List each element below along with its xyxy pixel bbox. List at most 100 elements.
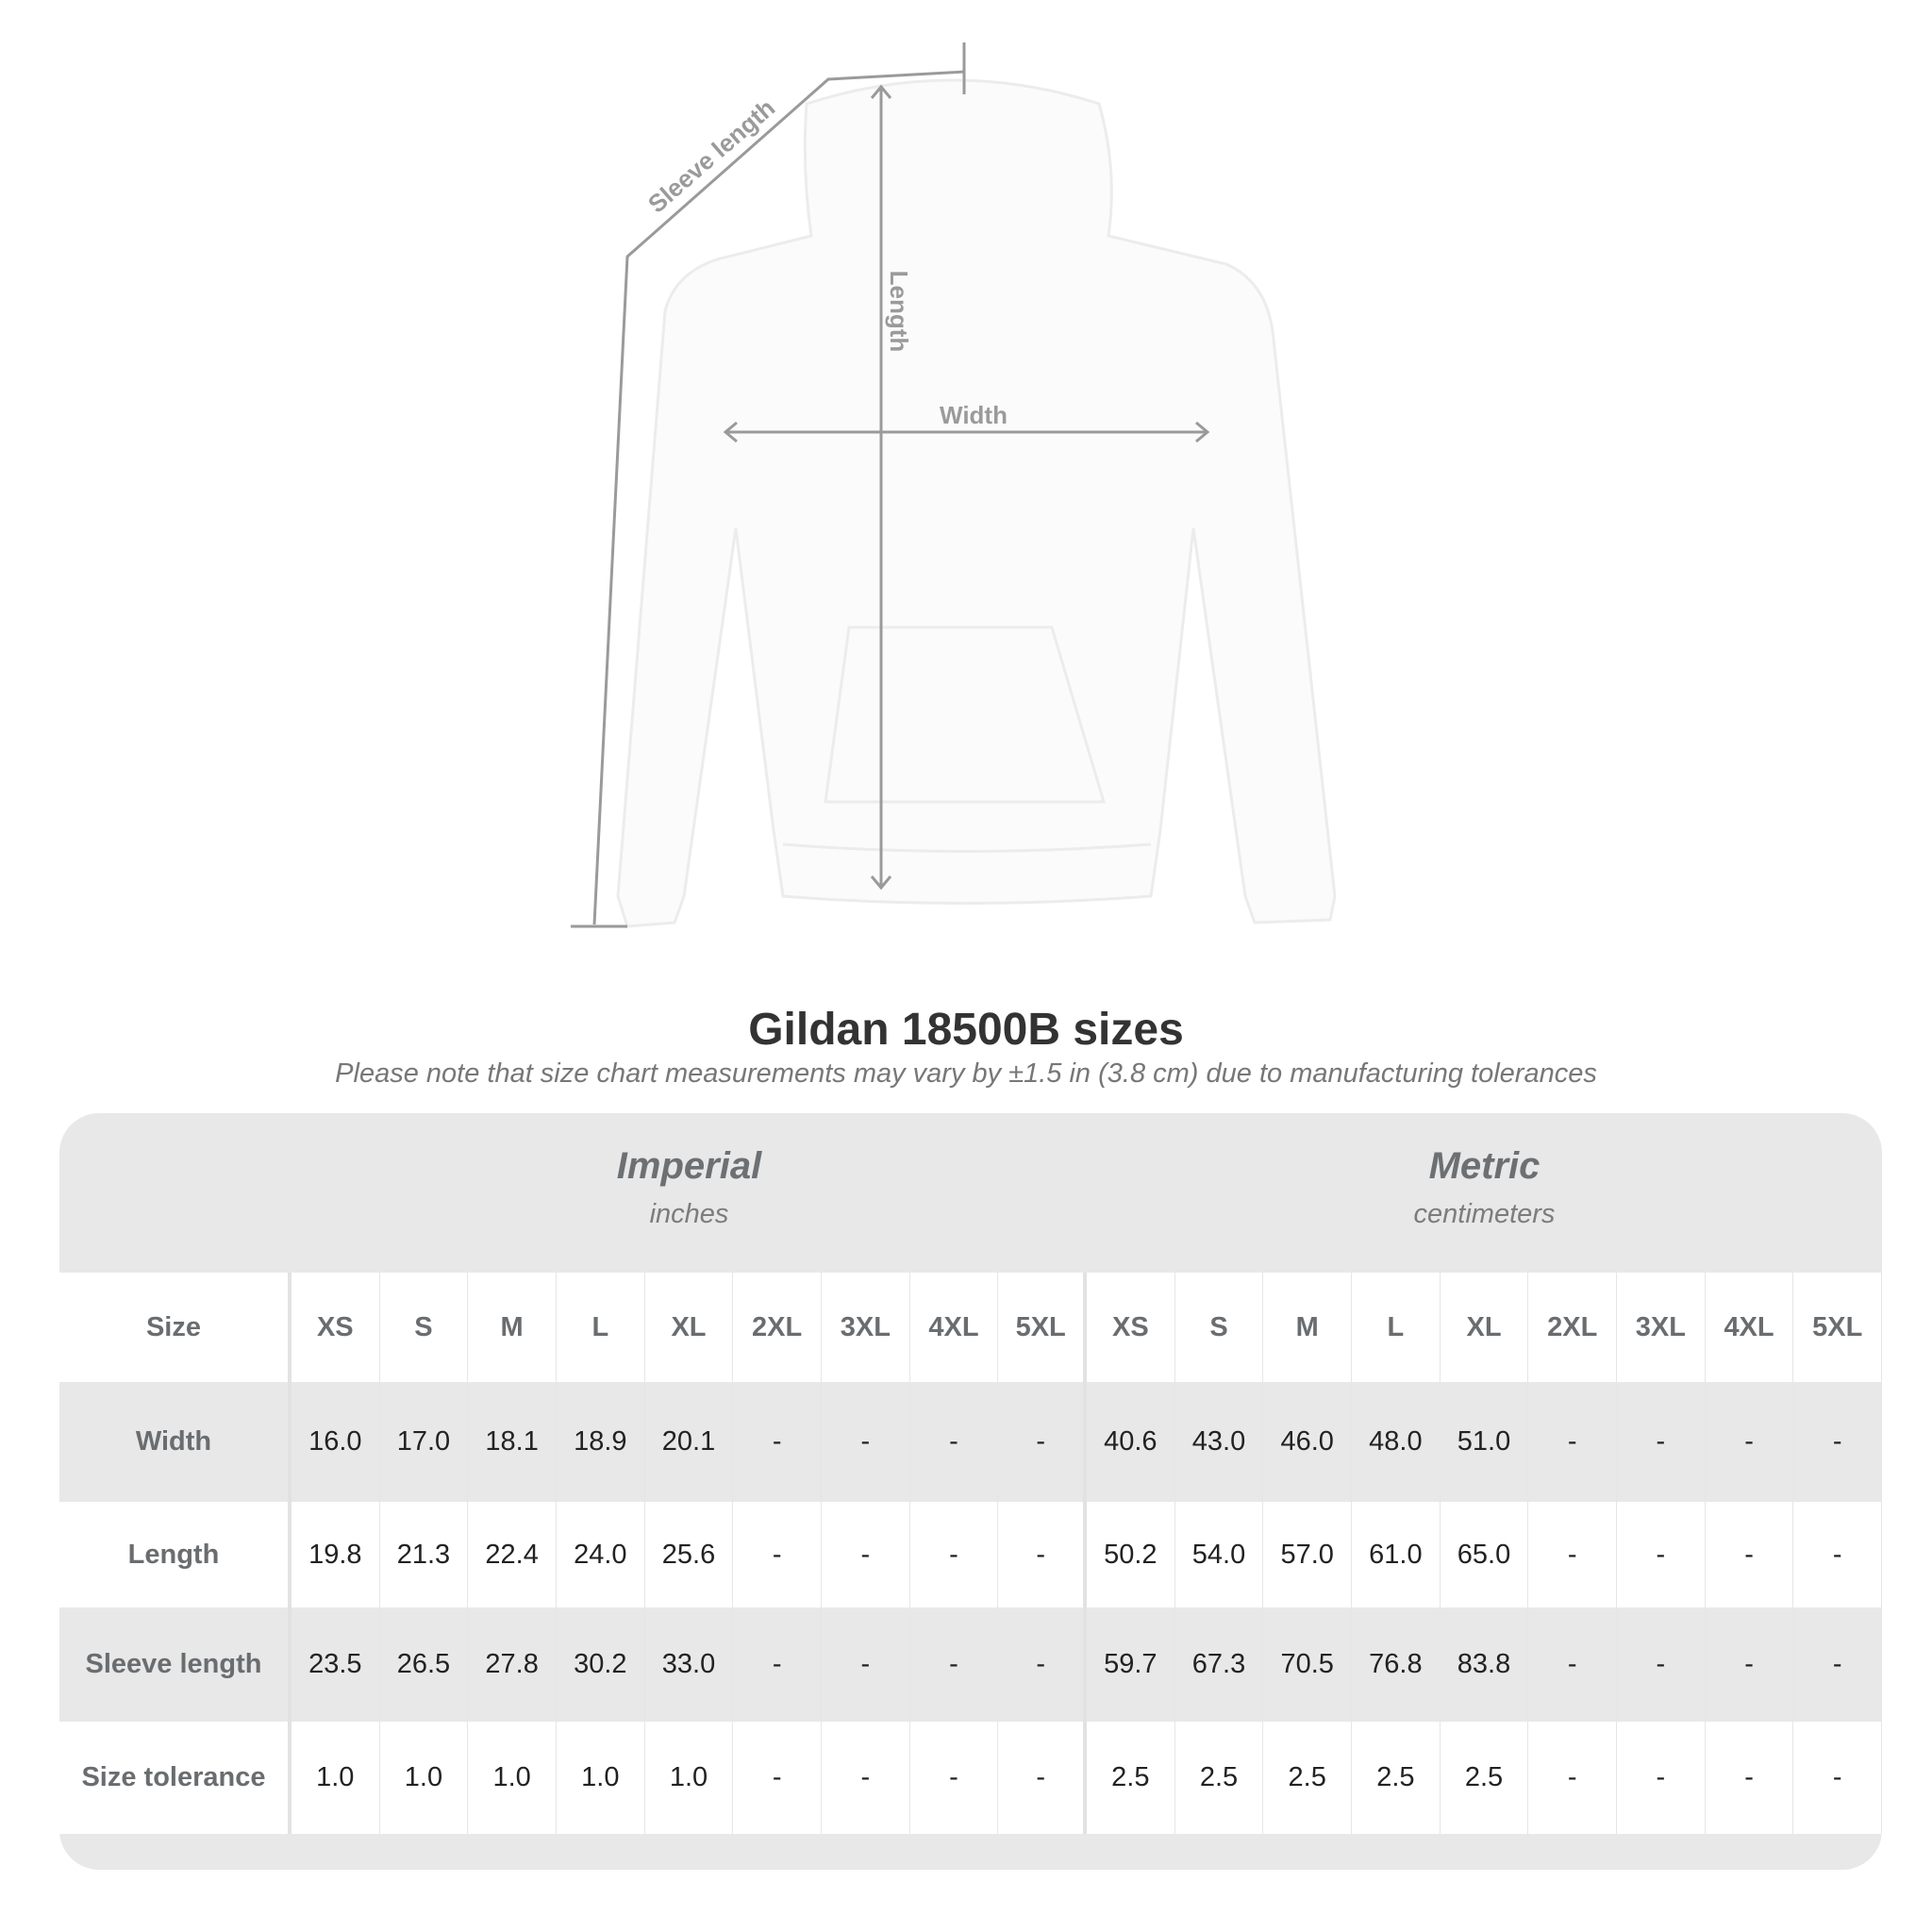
value-cell: -: [1617, 1607, 1706, 1722]
value-cell: 2.5: [1263, 1722, 1353, 1834]
value-cell: -: [1706, 1502, 1794, 1607]
size-header-cell: M: [468, 1273, 557, 1382]
size-header-cell: L: [557, 1273, 645, 1382]
value-cell: 1.0: [291, 1722, 380, 1834]
value-cell: 54.0: [1175, 1502, 1264, 1607]
page-title: Gildan 18500B sizes: [748, 1005, 1184, 1055]
sleeve-length-label: Sleeve length: [642, 93, 780, 219]
value-cell: -: [998, 1382, 1087, 1502]
value-cell: -: [1793, 1502, 1882, 1607]
value-cell: 25.6: [645, 1502, 734, 1607]
metric-header: Metric centimeters: [1087, 1113, 1882, 1273]
sleeve-length-line: [592, 70, 966, 925]
size-header-cell: 5XL: [998, 1273, 1087, 1382]
value-cell: 2.5: [1441, 1722, 1529, 1834]
value-cell: -: [1706, 1382, 1794, 1502]
value-cell: -: [1528, 1382, 1618, 1502]
value-cell: 76.8: [1352, 1607, 1441, 1722]
value-cell: -: [998, 1502, 1087, 1607]
hoodie-image: [616, 78, 1337, 928]
value-cell: 26.5: [380, 1607, 469, 1722]
size-chart-table: Imperial inches Metric centimeters Size X…: [59, 1113, 1882, 1870]
value-cell: -: [998, 1607, 1087, 1722]
size-header-cell: M: [1263, 1273, 1353, 1382]
value-cell: 24.0: [557, 1502, 645, 1607]
value-cell: -: [733, 1607, 822, 1722]
value-cell: 70.5: [1263, 1607, 1353, 1722]
value-cell: -: [1528, 1607, 1618, 1722]
table-row-sleeve-length: Sleeve length 23.5 26.5 27.8 30.2 33.0- - - -59.…: [59, 1607, 1882, 1722]
value-cell: -: [1706, 1722, 1794, 1834]
value-cell: 1.0: [468, 1722, 557, 1834]
value-cell: -: [1706, 1607, 1794, 1722]
value-cell: -: [733, 1502, 822, 1607]
value-cell: -: [822, 1722, 910, 1834]
row-label: Size: [59, 1273, 291, 1382]
table-row-width: Width 16.0 17.0 18.1 18.9 20.1- - - -40.6 43.0 46.…: [59, 1382, 1882, 1502]
value-cell: 40.6: [1087, 1382, 1175, 1502]
imperial-title: Imperial: [616, 1145, 762, 1187]
value-cell: -: [1793, 1607, 1882, 1722]
size-header-cell: L: [1352, 1273, 1441, 1382]
value-cell: 27.8: [468, 1607, 557, 1722]
value-cell: -: [822, 1502, 910, 1607]
value-cell: 2.5: [1087, 1722, 1175, 1834]
value-cell: -: [1617, 1722, 1706, 1834]
table-row-length: Length 19.8 21.3 22.4 24.0 25.6- - - -50.2 54.0 57…: [59, 1502, 1882, 1607]
value-cell: 2.5: [1175, 1722, 1264, 1834]
size-header-cell: 2XL: [733, 1273, 822, 1382]
metric-title: Metric: [1428, 1145, 1541, 1187]
value-cell: 18.9: [557, 1382, 645, 1502]
size-header-cell: XL: [645, 1273, 734, 1382]
metric-unit: centimeters: [1413, 1199, 1556, 1229]
value-cell: 43.0: [1175, 1382, 1264, 1502]
row-label: Sleeve length: [59, 1607, 291, 1722]
value-cell: -: [910, 1722, 999, 1834]
value-cell: -: [822, 1607, 910, 1722]
size-header-row: Size XS S M L XL 2XL 3XL 4XL 5XL XS S M L XL 2XL 3XL 4XL 5…: [59, 1273, 1882, 1382]
size-header-cell: S: [1175, 1273, 1264, 1382]
value-cell: 50.2: [1087, 1502, 1175, 1607]
value-cell: -: [733, 1722, 822, 1834]
size-header-cell: 4XL: [910, 1273, 999, 1382]
value-cell: -: [910, 1502, 999, 1607]
width-arrow-right: [1195, 421, 1210, 443]
value-cell: -: [1617, 1382, 1706, 1502]
value-cell: -: [998, 1722, 1087, 1834]
value-cell: 16.0: [291, 1382, 380, 1502]
width-label: Width: [940, 401, 1008, 429]
value-cell: 1.0: [557, 1722, 645, 1834]
value-cell: -: [733, 1382, 822, 1502]
value-cell: 83.8: [1441, 1607, 1529, 1722]
value-cell: 1.0: [380, 1722, 469, 1834]
value-cell: 65.0: [1441, 1502, 1529, 1607]
length-arrow-bottom: [870, 875, 892, 891]
size-header-cell: 4XL: [1706, 1273, 1794, 1382]
value-cell: -: [822, 1382, 910, 1502]
value-cell: 61.0: [1352, 1502, 1441, 1607]
length-arrow-top: [870, 84, 892, 99]
size-header-cell: 5XL: [1793, 1273, 1882, 1382]
value-cell: 57.0: [1263, 1502, 1353, 1607]
imperial-header: Imperial inches: [291, 1113, 1087, 1273]
value-cell: -: [1793, 1382, 1882, 1502]
width-arrow-left: [723, 421, 738, 443]
value-cell: 48.0: [1352, 1382, 1441, 1502]
length-label: Length: [885, 271, 913, 353]
value-cell: -: [910, 1382, 999, 1502]
value-cell: 22.4: [468, 1502, 557, 1607]
value-cell: 30.2: [557, 1607, 645, 1722]
value-cell: 59.7: [1087, 1607, 1175, 1722]
value-cell: 20.1: [645, 1382, 734, 1502]
imperial-unit: inches: [649, 1199, 729, 1229]
value-cell: -: [1528, 1722, 1618, 1834]
value-cell: 21.3: [380, 1502, 469, 1607]
value-cell: 2.5: [1352, 1722, 1441, 1834]
size-header-cell: XS: [1087, 1273, 1175, 1382]
size-header-cell: XS: [291, 1273, 380, 1382]
size-header-cell: 3XL: [1617, 1273, 1706, 1382]
tolerance-note: Please note that size chart measurements…: [335, 1058, 1597, 1089]
size-header-cell: XL: [1441, 1273, 1529, 1382]
value-cell: 46.0: [1263, 1382, 1353, 1502]
value-cell: 19.8: [291, 1502, 380, 1607]
